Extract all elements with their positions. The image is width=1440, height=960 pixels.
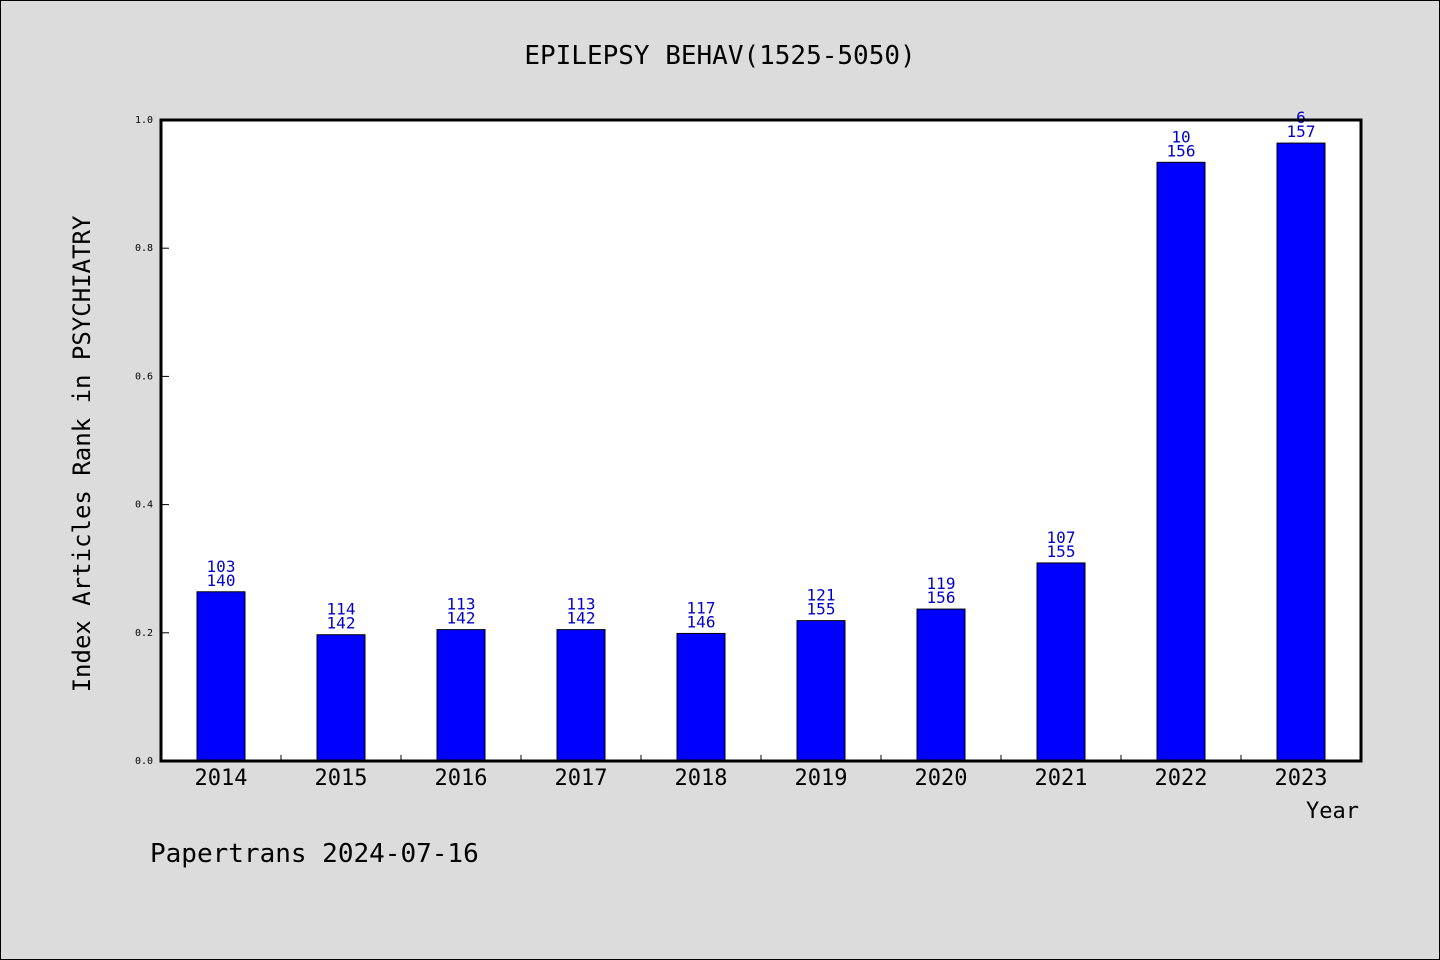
bar-2020 [916, 608, 966, 762]
bar-total-label-2021: 155 [1047, 542, 1076, 561]
y-tick-label-0.0: 0.0 [135, 756, 153, 767]
bar-rank-label-2014: 103 [207, 557, 236, 576]
x-tick-label-2021: 2021 [1035, 766, 1088, 791]
bar-total-label-2017: 142 [567, 609, 596, 628]
bar-rank-label-2017: 113 [567, 595, 596, 614]
bar-rank-label-2023: 6 [1296, 108, 1306, 127]
bar-2016 [436, 629, 486, 762]
y-tick-label-0.6: 0.6 [135, 371, 153, 382]
bar-2023 [1276, 142, 1326, 762]
plot-frame [159, 118, 1363, 763]
x-tick-label-2016: 2016 [435, 766, 488, 791]
x-tick-label-2022: 2022 [1155, 766, 1208, 791]
bar-rank-label-2021: 107 [1047, 528, 1076, 547]
x-tick-label-2019: 2019 [795, 766, 848, 791]
bar-2017 [556, 629, 606, 762]
x-tick-label-2023: 2023 [1275, 766, 1328, 791]
bar-rank-label-2015: 114 [327, 600, 356, 619]
x-tick-label-2015: 2015 [315, 766, 368, 791]
bar-rank-label-2019: 121 [807, 586, 836, 605]
x-tick-label-2017: 2017 [555, 766, 608, 791]
bar-2018 [676, 632, 726, 762]
x-ticks: 2014 2015 2016 2017 2018 2019 2020 2021 2022 2023 [195, 755, 1328, 791]
y-tick-label-0.2: 0.2 [135, 628, 153, 639]
bar-2019 [796, 620, 846, 762]
y-tick-label-1.0: 1.0 [135, 115, 153, 126]
bar-total-label-2023: 157 [1287, 122, 1316, 141]
bar-rank-label-2020: 119 [927, 574, 956, 593]
bar-total-label-2020: 156 [927, 588, 956, 607]
bars-layer: 1031401141421131421131421171461211551191… [196, 108, 1326, 762]
bar-rank-label-2016: 113 [447, 595, 476, 614]
bar-2014 [196, 591, 246, 762]
x-axis-label: Year [1306, 799, 1359, 824]
bar-total-label-2019: 155 [807, 600, 836, 619]
bar-total-label-2014: 140 [207, 571, 236, 590]
chart-title: EPILEPSY BEHAV(1525-5050) [524, 41, 915, 71]
y-tick-label-0.4: 0.4 [135, 500, 153, 511]
bar-total-label-2015: 142 [327, 614, 356, 633]
x-tick-label-2014: 2014 [195, 766, 248, 791]
x-tick-label-2020: 2020 [915, 766, 968, 791]
bar-2022 [1156, 161, 1206, 762]
x-tick-label-2018: 2018 [675, 766, 728, 791]
y-axis-label: Index Articles Rank in PSYCHIATRY [68, 215, 96, 692]
bar-total-label-2022: 156 [1167, 141, 1196, 160]
bar-2015 [316, 634, 366, 762]
bar-2021 [1036, 562, 1086, 762]
y-tick-label-0.8: 0.8 [135, 243, 153, 254]
bar-total-label-2018: 146 [687, 612, 716, 631]
bar-rank-label-2022: 10 [1171, 127, 1190, 146]
bar-total-label-2016: 142 [447, 609, 476, 628]
footer-text: Papertrans 2024-07-16 [150, 839, 479, 869]
bar-rank-label-2018: 117 [687, 598, 716, 617]
